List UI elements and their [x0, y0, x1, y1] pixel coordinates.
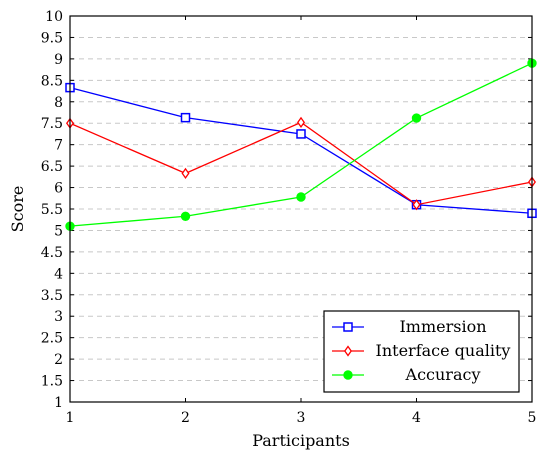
y-tick-label: 8	[54, 95, 63, 111]
immersion-point	[296, 129, 306, 139]
interface-quality-point	[412, 199, 421, 211]
y-axis-ticks: 1 1.5 2 2.5 3 3.5 4 4.5 5 5.5 6 6.5 7 7.5 8 8.5 9 9.5 10	[41, 9, 532, 411]
y-tick-label: 9.5	[41, 30, 63, 46]
accuracy-point	[296, 192, 306, 202]
immersion-point	[180, 112, 191, 123]
y-tick-label: 1	[54, 395, 63, 411]
y-tick-label: 6	[54, 181, 63, 197]
legend: Immersion Interface quality Accuracy	[323, 310, 520, 393]
legend-item-accuracy: Accuracy	[332, 365, 480, 384]
x-axis-title: Participants	[252, 431, 350, 450]
x-tick-label: 5	[528, 410, 537, 426]
x-tick-label: 2	[181, 410, 190, 426]
accuracy-point	[180, 211, 191, 221]
x-tick-label: 3	[297, 410, 306, 426]
legend-swatch-marker	[344, 345, 352, 357]
y-tick-label: 10	[45, 9, 63, 25]
grid-lines	[70, 36, 532, 382]
y-tick-label: 1.5	[41, 374, 63, 390]
y-tick-label: 7	[54, 138, 63, 154]
y-tick-label: 2.5	[41, 331, 63, 347]
accuracy-line	[69, 62, 533, 227]
y-tick-label: 3.5	[41, 288, 63, 304]
y-tick-label: 8.5	[41, 73, 63, 89]
y-tick-label: 3	[54, 309, 63, 325]
legend-item-immersion: Immersion	[332, 317, 487, 336]
y-tick-label: 5.5	[41, 202, 63, 218]
y-tick-label: 4.5	[41, 245, 63, 261]
legend-item-interface-quality: Interface quality	[332, 341, 510, 360]
y-tick-label: 6.5	[41, 159, 63, 175]
series-accuracy	[65, 58, 537, 231]
y-tick-label: 5	[54, 223, 63, 239]
accuracy-point	[411, 113, 422, 123]
y-tick-label: 2	[54, 352, 63, 368]
y-tick-label: 7.5	[41, 116, 63, 132]
legend-swatch-marker	[343, 370, 353, 380]
x-tick-label: 1	[66, 410, 75, 426]
y-tick-label: 9	[54, 52, 63, 68]
legend-label: Accuracy	[405, 365, 481, 384]
y-tick-label: 4	[54, 266, 63, 282]
legend-label: Interface quality	[376, 341, 511, 360]
interface-quality-point	[181, 167, 190, 180]
interface-quality-point	[297, 116, 305, 128]
x-tick-label: 4	[412, 410, 421, 426]
plot-frame	[69, 15, 533, 403]
y-axis-title: Score	[8, 186, 27, 233]
legend-swatch-marker	[343, 322, 353, 332]
legend-label: Immersion	[399, 317, 486, 336]
